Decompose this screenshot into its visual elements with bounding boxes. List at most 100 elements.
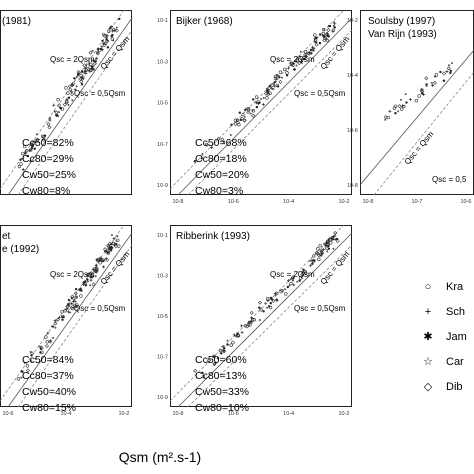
data-point — [92, 68, 95, 71]
data-point — [393, 104, 398, 108]
data-point — [289, 278, 292, 281]
data-point — [25, 368, 31, 373]
stat-4: Cw80=3% — [195, 185, 243, 197]
stat-1: Cc50=82% — [22, 137, 74, 149]
data-point — [258, 318, 261, 321]
data-point — [104, 250, 108, 253]
panel-subtitle: e (1992) — [2, 244, 39, 255]
data-point — [193, 160, 197, 163]
data-point — [246, 110, 251, 115]
data-point — [81, 70, 84, 73]
data-point — [111, 27, 116, 32]
data-point — [302, 268, 305, 271]
data-point — [43, 134, 47, 137]
data-point — [314, 36, 317, 40]
data-point — [414, 98, 419, 103]
data-point — [259, 307, 264, 312]
data-point — [226, 343, 229, 346]
data-point — [201, 374, 206, 379]
data-point — [103, 41, 107, 46]
data-point — [330, 239, 333, 242]
line-label-half: Qsc = 0,5Qsm — [74, 89, 126, 98]
data-point — [399, 98, 402, 101]
x-tick-label: 10-2 — [338, 199, 349, 205]
data-point — [386, 115, 390, 120]
data-point — [110, 234, 113, 237]
data-point — [84, 280, 87, 283]
panel-title: Soulsby (1997) — [368, 16, 435, 27]
data-point — [408, 97, 412, 101]
data-point — [70, 83, 74, 87]
data-point — [327, 247, 331, 250]
data-point — [68, 87, 73, 92]
data-point — [311, 253, 316, 258]
data-point — [70, 304, 76, 309]
data-point — [240, 330, 244, 334]
line-label-1to1: Qsc = Qsm — [403, 129, 436, 166]
data-point — [96, 259, 100, 263]
data-point — [280, 76, 283, 79]
data-point — [85, 272, 90, 277]
data-point — [54, 110, 59, 115]
data-point — [301, 271, 304, 274]
x-tick-label: 10-6 — [2, 411, 13, 417]
data-point — [74, 295, 78, 299]
data-point — [308, 264, 312, 268]
data-point — [302, 56, 306, 60]
y-tick-label: 10-4 — [347, 73, 358, 79]
data-point — [252, 98, 255, 101]
data-point — [72, 298, 76, 302]
data-point — [212, 361, 217, 366]
data-point — [273, 74, 278, 79]
data-point — [87, 61, 91, 65]
legend-symbol: ◇ — [424, 381, 433, 393]
y-tick-label: 10-1 — [157, 233, 168, 239]
data-point — [285, 71, 289, 75]
data-point — [47, 125, 52, 130]
data-point — [39, 347, 43, 350]
data-point — [260, 98, 263, 101]
data-point — [327, 238, 331, 242]
data-point — [89, 68, 93, 73]
data-point — [243, 323, 248, 328]
data-point — [95, 264, 98, 267]
data-point — [66, 91, 70, 95]
data-point — [67, 84, 72, 89]
data-point — [110, 37, 115, 41]
data-point — [316, 247, 320, 251]
data-point — [319, 248, 324, 253]
data-point — [44, 343, 50, 349]
stat-2: Cc80=18% — [195, 153, 247, 165]
data-point — [271, 298, 276, 304]
data-point — [269, 296, 273, 300]
data-point — [331, 28, 336, 33]
legend-label: Dib — [446, 381, 463, 393]
data-point — [109, 249, 113, 252]
data-point — [114, 28, 119, 33]
data-point — [333, 22, 337, 26]
data-point — [234, 334, 238, 338]
data-point — [109, 246, 113, 249]
data-point — [322, 34, 325, 38]
legend: ○ Kra + Sch ✱ Jam ☆ Car ◇ Dib — [423, 281, 467, 393]
data-point — [431, 83, 435, 87]
data-point — [89, 271, 94, 276]
data-point — [46, 331, 50, 335]
data-point — [210, 145, 214, 149]
data-point — [445, 70, 449, 74]
data-point — [229, 134, 232, 137]
data-point — [439, 70, 442, 74]
data-point — [29, 148, 33, 152]
data-point — [19, 162, 23, 166]
data-point — [300, 272, 305, 277]
data-point — [233, 118, 238, 123]
data-point — [311, 45, 315, 49]
stat-3: Cw50=25% — [22, 169, 76, 181]
y-tick-label: 10-6 — [347, 128, 358, 134]
data-point — [276, 73, 279, 76]
data-point — [251, 113, 256, 118]
panel-frame — [0, 10, 132, 195]
line-1to1 — [7, 232, 133, 408]
line-2to1 — [169, 224, 345, 402]
data-point — [80, 76, 85, 81]
